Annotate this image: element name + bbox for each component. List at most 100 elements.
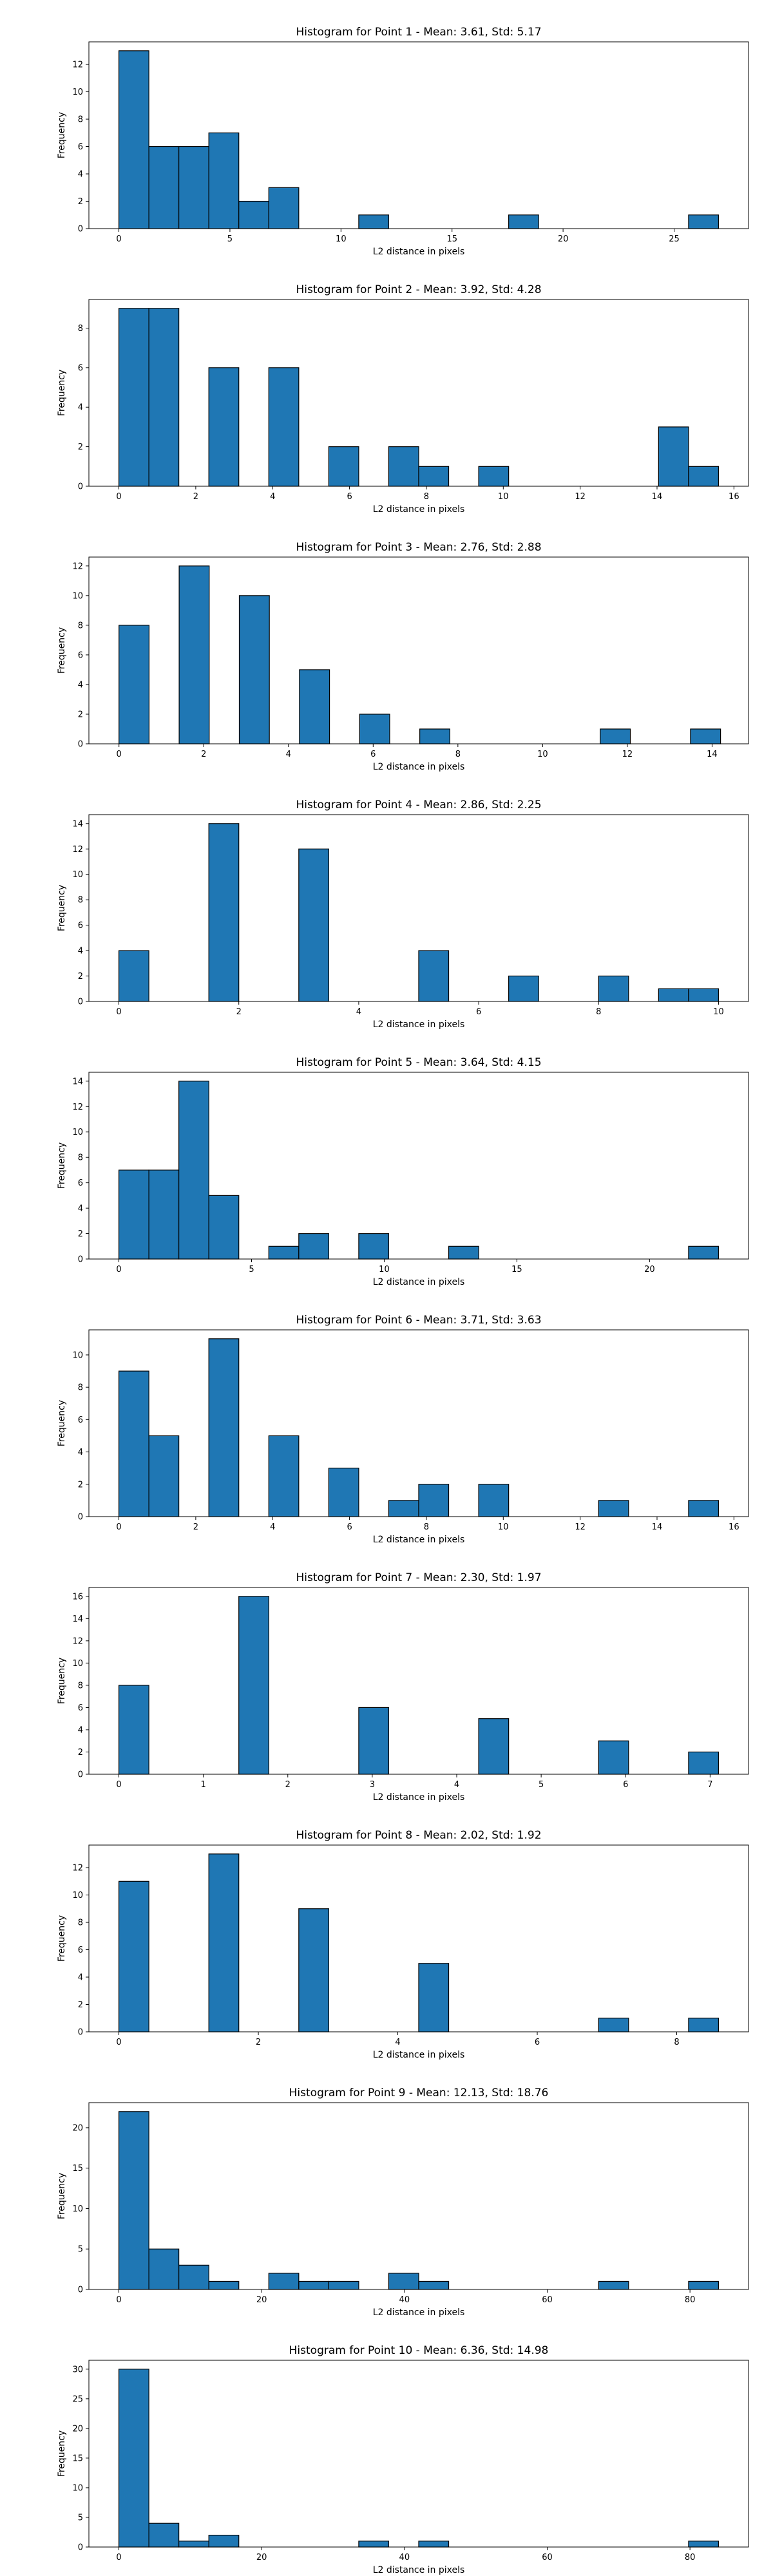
x-tick-label: 4 xyxy=(270,1522,275,1532)
chart-title: Histogram for Point 9 - Mean: 12.13, Std… xyxy=(289,2087,549,2099)
x-tick-label: 7 xyxy=(707,1780,712,1790)
x-tick-label: 0 xyxy=(116,1522,121,1532)
bars xyxy=(118,823,720,1002)
x-tick-label: 10 xyxy=(713,1007,724,1017)
x-tick-label: 12 xyxy=(575,492,586,502)
x-tick-label: 40 xyxy=(399,2295,410,2305)
histogram-bar xyxy=(208,1195,240,1260)
histogram-bar xyxy=(358,1707,390,1775)
y-tick-label: 4 xyxy=(78,1204,83,1214)
histogram-bar xyxy=(268,2273,300,2290)
y-axis: 0 2 4 6 8 10 12 14 xyxy=(72,819,89,1007)
y-tick-label: 12 xyxy=(72,845,83,855)
x-axis-label: L2 distance in pixels xyxy=(373,504,465,515)
x-tick-label: 10 xyxy=(498,492,509,502)
histogram-bar xyxy=(238,200,269,229)
x-tick-label: 2 xyxy=(285,1780,291,1790)
x-axis-label: L2 distance in pixels xyxy=(373,1019,465,1030)
x-tick-label: 60 xyxy=(542,2553,553,2562)
histogram-bar xyxy=(688,1245,720,1260)
histogram-bar xyxy=(298,1908,329,2032)
y-axis: 0 2 4 6 8 xyxy=(78,324,89,492)
histogram-bar xyxy=(178,2264,209,2290)
y-tick-label: 8 xyxy=(78,1153,83,1163)
x-tick-label: 0 xyxy=(116,1780,121,1790)
histogram-bar xyxy=(688,988,720,1002)
x-tick-label: 20 xyxy=(256,2553,267,2562)
y-tick-label: 6 xyxy=(78,142,83,152)
y-tick-label: 4 xyxy=(78,1973,83,1983)
x-tick-label: 0 xyxy=(117,750,122,759)
histogram-bar xyxy=(238,1596,269,1775)
chart-title: Histogram for Point 5 - Mean: 3.64, Std:… xyxy=(296,1056,541,1069)
histogram-bar xyxy=(298,1233,329,1260)
y-tick-label: 8 xyxy=(78,1681,83,1690)
x-tick-label: 40 xyxy=(399,2553,410,2562)
plot-frame xyxy=(88,41,749,229)
histogram-chart-7: Histogram for Point 7 - Mean: 2.30, Std:… xyxy=(57,1571,749,1803)
x-tick-label: 20 xyxy=(558,234,569,244)
histogram-bar xyxy=(118,1880,149,2032)
y-axis-label: Frequency xyxy=(57,1142,67,1189)
x-axis-label: L2 distance in pixels xyxy=(373,1535,465,1545)
y-tick-label: 8 xyxy=(78,896,83,905)
y-tick-label: 0 xyxy=(78,1770,83,1780)
x-tick-label: 16 xyxy=(729,492,740,502)
y-tick-label: 0 xyxy=(78,1513,83,1522)
bars xyxy=(118,50,720,229)
y-axis-label: Frequency xyxy=(57,112,67,158)
x-axis-label: L2 distance in pixels xyxy=(373,2565,465,2575)
y-tick-label: 10 xyxy=(72,2483,83,2493)
y-axis: 0 2 4 6 8 10 12 xyxy=(72,562,89,750)
histogram-bar xyxy=(418,2280,450,2290)
plot-frame xyxy=(88,299,749,487)
y-tick-label: 15 xyxy=(72,2454,83,2463)
chart-title: Histogram for Point 7 - Mean: 2.30, Std:… xyxy=(296,1571,541,1584)
x-axis: 0 2 4 6 8 10 xyxy=(116,1001,724,1017)
x-tick-label: 2 xyxy=(201,750,206,759)
y-axis-label: Frequency xyxy=(57,1658,67,1704)
x-tick-label: 0 xyxy=(116,1265,121,1274)
x-tick-label: 2 xyxy=(193,492,198,502)
y-tick-label: 6 xyxy=(78,1703,83,1713)
histogram-bar xyxy=(508,214,539,229)
y-axis-label: Frequency xyxy=(57,2173,67,2219)
plot-frame xyxy=(88,2360,749,2548)
histogram-bar xyxy=(388,1500,419,1517)
y-axis: 0 2 4 6 8 10 12 14 16 xyxy=(72,1592,89,1780)
x-axis: 0 2 4 6 8 10 12 14 16 xyxy=(116,1517,740,1532)
x-tick-label: 16 xyxy=(729,1522,740,1532)
y-tick-label: 14 xyxy=(72,1615,83,1624)
histogram-bar xyxy=(598,1740,629,1775)
x-axis-label: L2 distance in pixels xyxy=(373,247,465,257)
chart-title: Histogram for Point 4 - Mean: 2.86, Std:… xyxy=(296,799,541,811)
histogram-bar xyxy=(118,308,149,487)
histogram-bar xyxy=(148,308,180,487)
histogram-bar xyxy=(359,714,390,744)
histogram-bar xyxy=(148,2248,180,2290)
histogram-bar xyxy=(658,988,689,1002)
y-tick-label: 12 xyxy=(72,1103,83,1112)
x-tick-label: 12 xyxy=(622,750,633,759)
y-axis-label: Frequency xyxy=(57,627,67,674)
bars xyxy=(118,1081,720,1260)
histogram-chart-8: Histogram for Point 8 - Mean: 2.02, Std:… xyxy=(57,1829,749,2060)
y-axis: 0 2 4 6 8 10 xyxy=(72,1350,89,1522)
x-tick-label: 12 xyxy=(575,1522,586,1532)
plot-frame xyxy=(88,1587,749,1775)
histogram-bar xyxy=(118,1170,149,1260)
y-tick-label: 8 xyxy=(78,1383,83,1393)
histogram-bar xyxy=(478,466,510,487)
y-axis-label: Frequency xyxy=(57,1915,67,1962)
y-tick-label: 20 xyxy=(72,2424,83,2434)
y-tick-label: 2 xyxy=(78,710,83,719)
histogram-chart-10: Histogram for Point 10 - Mean: 6.36, Std… xyxy=(57,2344,749,2575)
x-tick-label: 10 xyxy=(537,750,548,759)
histogram-bar xyxy=(299,669,330,744)
x-tick-label: 80 xyxy=(685,2295,696,2305)
histogram-bar xyxy=(208,823,240,1002)
y-tick-label: 12 xyxy=(72,61,83,70)
y-tick-label: 0 xyxy=(78,2028,83,2038)
histogram-bar xyxy=(118,2369,149,2548)
y-tick-label: 0 xyxy=(78,2543,83,2553)
